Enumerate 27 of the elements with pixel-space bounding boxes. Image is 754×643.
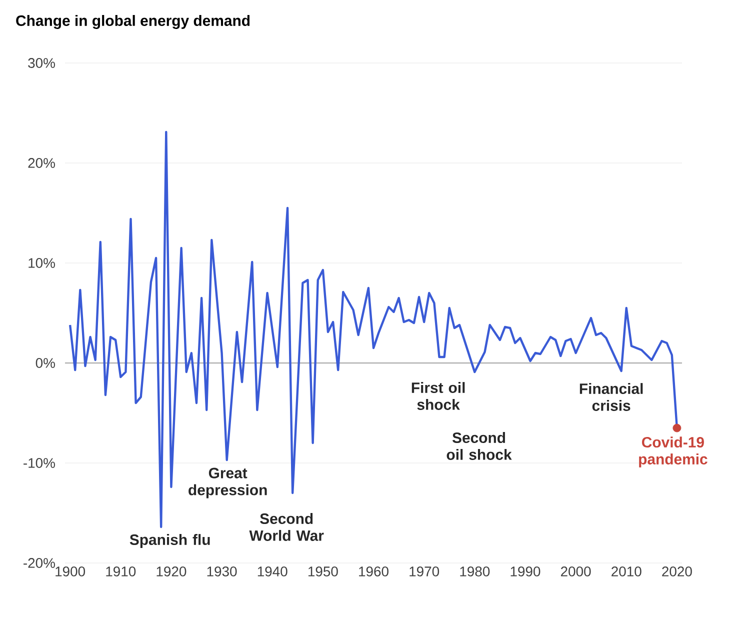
y-tick-label: -20% [24,558,55,568]
x-tick-label: 1900 [56,566,86,576]
chart-title: Change in global energy demand [16,14,250,29]
y-tick-label: 10% [28,258,55,268]
annotation: Spanish flu [130,534,210,548]
y-tick-label: 30% [28,58,55,68]
annotation: Financial crisis [580,383,643,411]
x-tick-label: 1960 [359,566,388,576]
y-tick-label: -10% [24,458,55,468]
x-tick-label: 1990 [510,566,540,576]
x-tick-label: 1930 [207,566,237,576]
x-tick-label: 1940 [258,566,288,576]
annotation: Second oil shock [446,432,512,460]
x-tick-label: 2020 [662,566,692,576]
y-tick-label: 0% [36,358,55,368]
x-tick-label: 2010 [612,566,642,576]
x-tick-label: 1920 [156,566,186,576]
annotation: Second World War [249,513,324,541]
x-tick-label: 1980 [460,566,490,576]
x-tick-label: 1910 [106,566,136,576]
y-tick-label: 20% [28,158,55,168]
x-tick-label: 2000 [560,566,591,576]
annotation: Great depression [188,468,267,498]
x-tick-label: 1970 [410,566,440,576]
annotation: First oil shock [412,382,465,410]
x-tick-label: 1950 [308,566,338,576]
annotation: Covid-19 pandemic [639,436,708,468]
